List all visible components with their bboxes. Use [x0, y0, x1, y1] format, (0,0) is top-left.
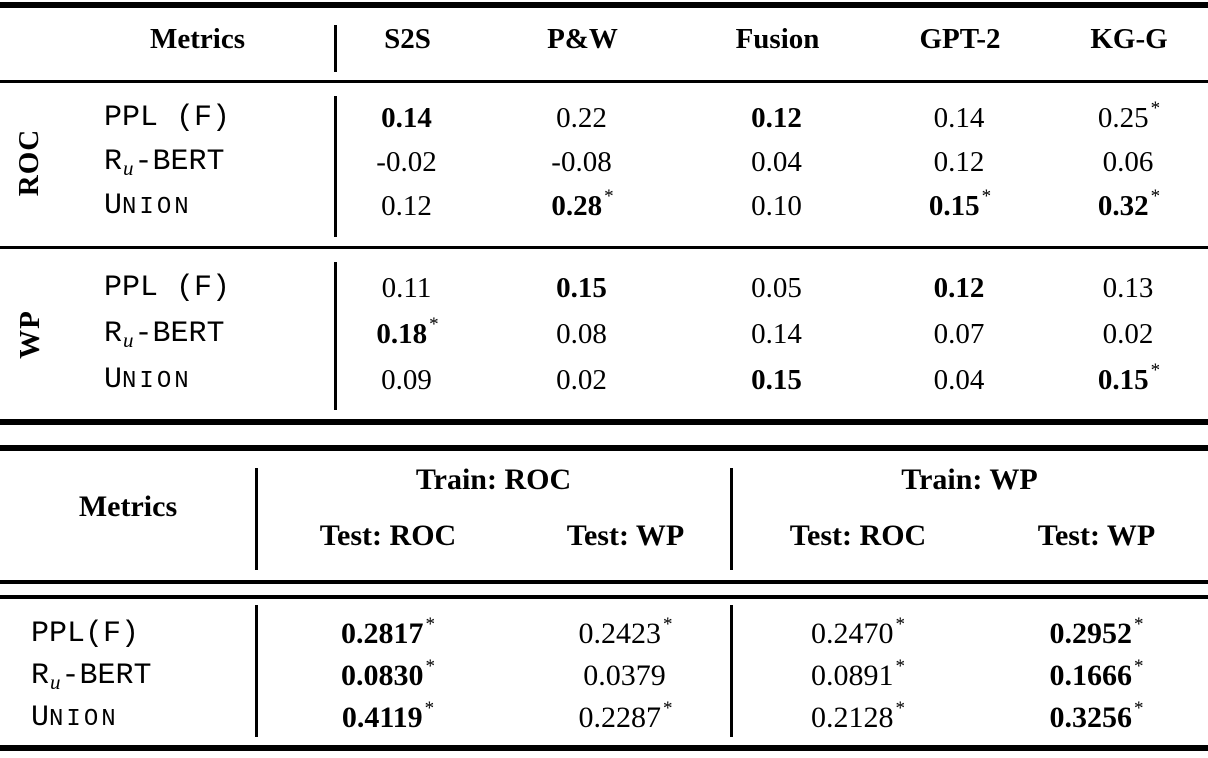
value-cell: 0.15: [556, 271, 607, 304]
value-cell: 0.12: [933, 145, 985, 178]
metric-label-union: UNION: [104, 363, 192, 397]
col-header-test-wp: Test: WP: [1037, 519, 1156, 552]
metric-label-union: UNION: [104, 189, 192, 223]
value-cell: 0.15 *: [928, 186, 992, 222]
value-cell: 0.32 *: [1097, 186, 1161, 222]
row-group-label-wp: WP: [13, 309, 46, 359]
metric-label-ppl: PPL (F): [104, 101, 231, 135]
value-cell: 0.2128 *: [811, 698, 905, 734]
table1-mid-rule: [0, 246, 1208, 249]
table1-header-rule: [0, 80, 1208, 83]
group-header-train-wp: Train: WP: [901, 463, 1038, 496]
generalization-table-header: Metrics Train: ROC Train: WP Test: ROC T…: [0, 451, 1208, 580]
col-header-fusion: Fusion: [735, 22, 820, 55]
value-cell: 0.22: [556, 101, 607, 134]
col-header-test-roc: Test: ROC: [789, 519, 927, 552]
value-cell: -0.02: [376, 145, 437, 178]
metric-label-ppl: PPL (F): [104, 271, 231, 305]
section-roc: ROC PPL (F) 0.14 0.22 0.12 0.14 0.25 * Ru…: [0, 83, 1208, 246]
col-header-gpt2: GPT-2: [919, 22, 1001, 55]
value-cell: 0.05: [751, 271, 802, 304]
metric-label-ru-bert: Ru-BERT: [31, 659, 152, 694]
value-cell: 0.14: [751, 317, 802, 350]
value-cell: 0.12: [751, 101, 802, 134]
table2-bottom-rule: [0, 745, 1208, 751]
value-cell: 0.15: [751, 363, 802, 396]
value-cell: 0.2470 *: [811, 614, 905, 650]
col-header-kgg: KG-G: [1090, 22, 1168, 55]
value-cell: 0.11: [381, 271, 432, 304]
value-cell: 0.2423 *: [578, 614, 673, 650]
metric-label-union: UNION: [31, 701, 119, 735]
value-cell: 0.4119 *: [341, 698, 435, 734]
table2-double-rule-top: [0, 580, 1208, 584]
value-cell: 0.28 *: [551, 186, 614, 222]
section-wp: WP PPL (F) 0.11 0.15 0.05 0.12 0.13 Ru-B…: [0, 249, 1208, 419]
value-cell: 0.02: [1102, 317, 1154, 350]
value-cell: 0.1666 *: [1049, 656, 1144, 692]
col-header-pw: P&W: [547, 22, 618, 55]
metric-label-ru-bert: Ru-BERT: [104, 145, 225, 180]
value-cell: 0.0891 *: [811, 656, 905, 692]
col-header-metrics: Metrics: [150, 22, 245, 55]
value-cell: 0.0379: [583, 659, 666, 692]
row-group-label-roc: ROC: [13, 128, 46, 196]
value-cell: 0.0830 *: [341, 656, 435, 692]
value-cell: 0.12: [381, 189, 432, 222]
col-header-test-wp: Test: WP: [566, 519, 685, 552]
value-cell: 0.10: [751, 189, 802, 222]
correlation-table-header: Metrics S2S P&W Fusion GPT-2 KG-G: [0, 8, 1208, 80]
value-cell: 0.3256 *: [1049, 698, 1144, 734]
table1-top-rule: [0, 2, 1208, 8]
group-header-train-roc: Train: ROC: [415, 463, 572, 496]
value-cell: 0.12: [933, 271, 985, 304]
value-cell: -0.08: [551, 145, 612, 178]
table2-top-rule: [0, 445, 1208, 451]
table2-double-rule-bottom: [0, 595, 1208, 599]
value-cell: 0.07: [933, 317, 985, 350]
value-cell: 0.04: [933, 363, 985, 396]
value-cell: 0.25 *: [1097, 98, 1161, 134]
value-cell: 0.02: [556, 363, 607, 396]
value-cell: 0.2817 *: [341, 614, 435, 650]
metric-label-ru-bert: Ru-BERT: [104, 317, 225, 352]
value-cell: 0.04: [751, 145, 802, 178]
metric-label-ppl: PPL(F): [31, 617, 140, 651]
value-cell: 0.08: [556, 317, 607, 350]
col-header-s2s: S2S: [384, 22, 431, 55]
value-cell: 0.09: [381, 363, 432, 396]
generalization-table-body: PPL(F) 0.2817 * 0.2423 * 0.2470 * 0.2952 * R…: [0, 599, 1208, 745]
col-header-metrics: Metrics: [78, 490, 178, 523]
value-cell: 0.18 *: [376, 314, 439, 350]
value-cell: 0.06: [1102, 145, 1154, 178]
value-cell: 0.2952 *: [1049, 614, 1144, 650]
value-cell: 0.14: [381, 101, 432, 134]
col-header-test-roc: Test: ROC: [319, 519, 457, 552]
value-cell: 0.2287 *: [578, 698, 673, 734]
value-cell: 0.13: [1102, 271, 1154, 304]
table1-bottom-rule: [0, 419, 1208, 425]
value-cell: 0.14: [933, 101, 985, 134]
value-cell: 0.15 *: [1097, 360, 1161, 396]
